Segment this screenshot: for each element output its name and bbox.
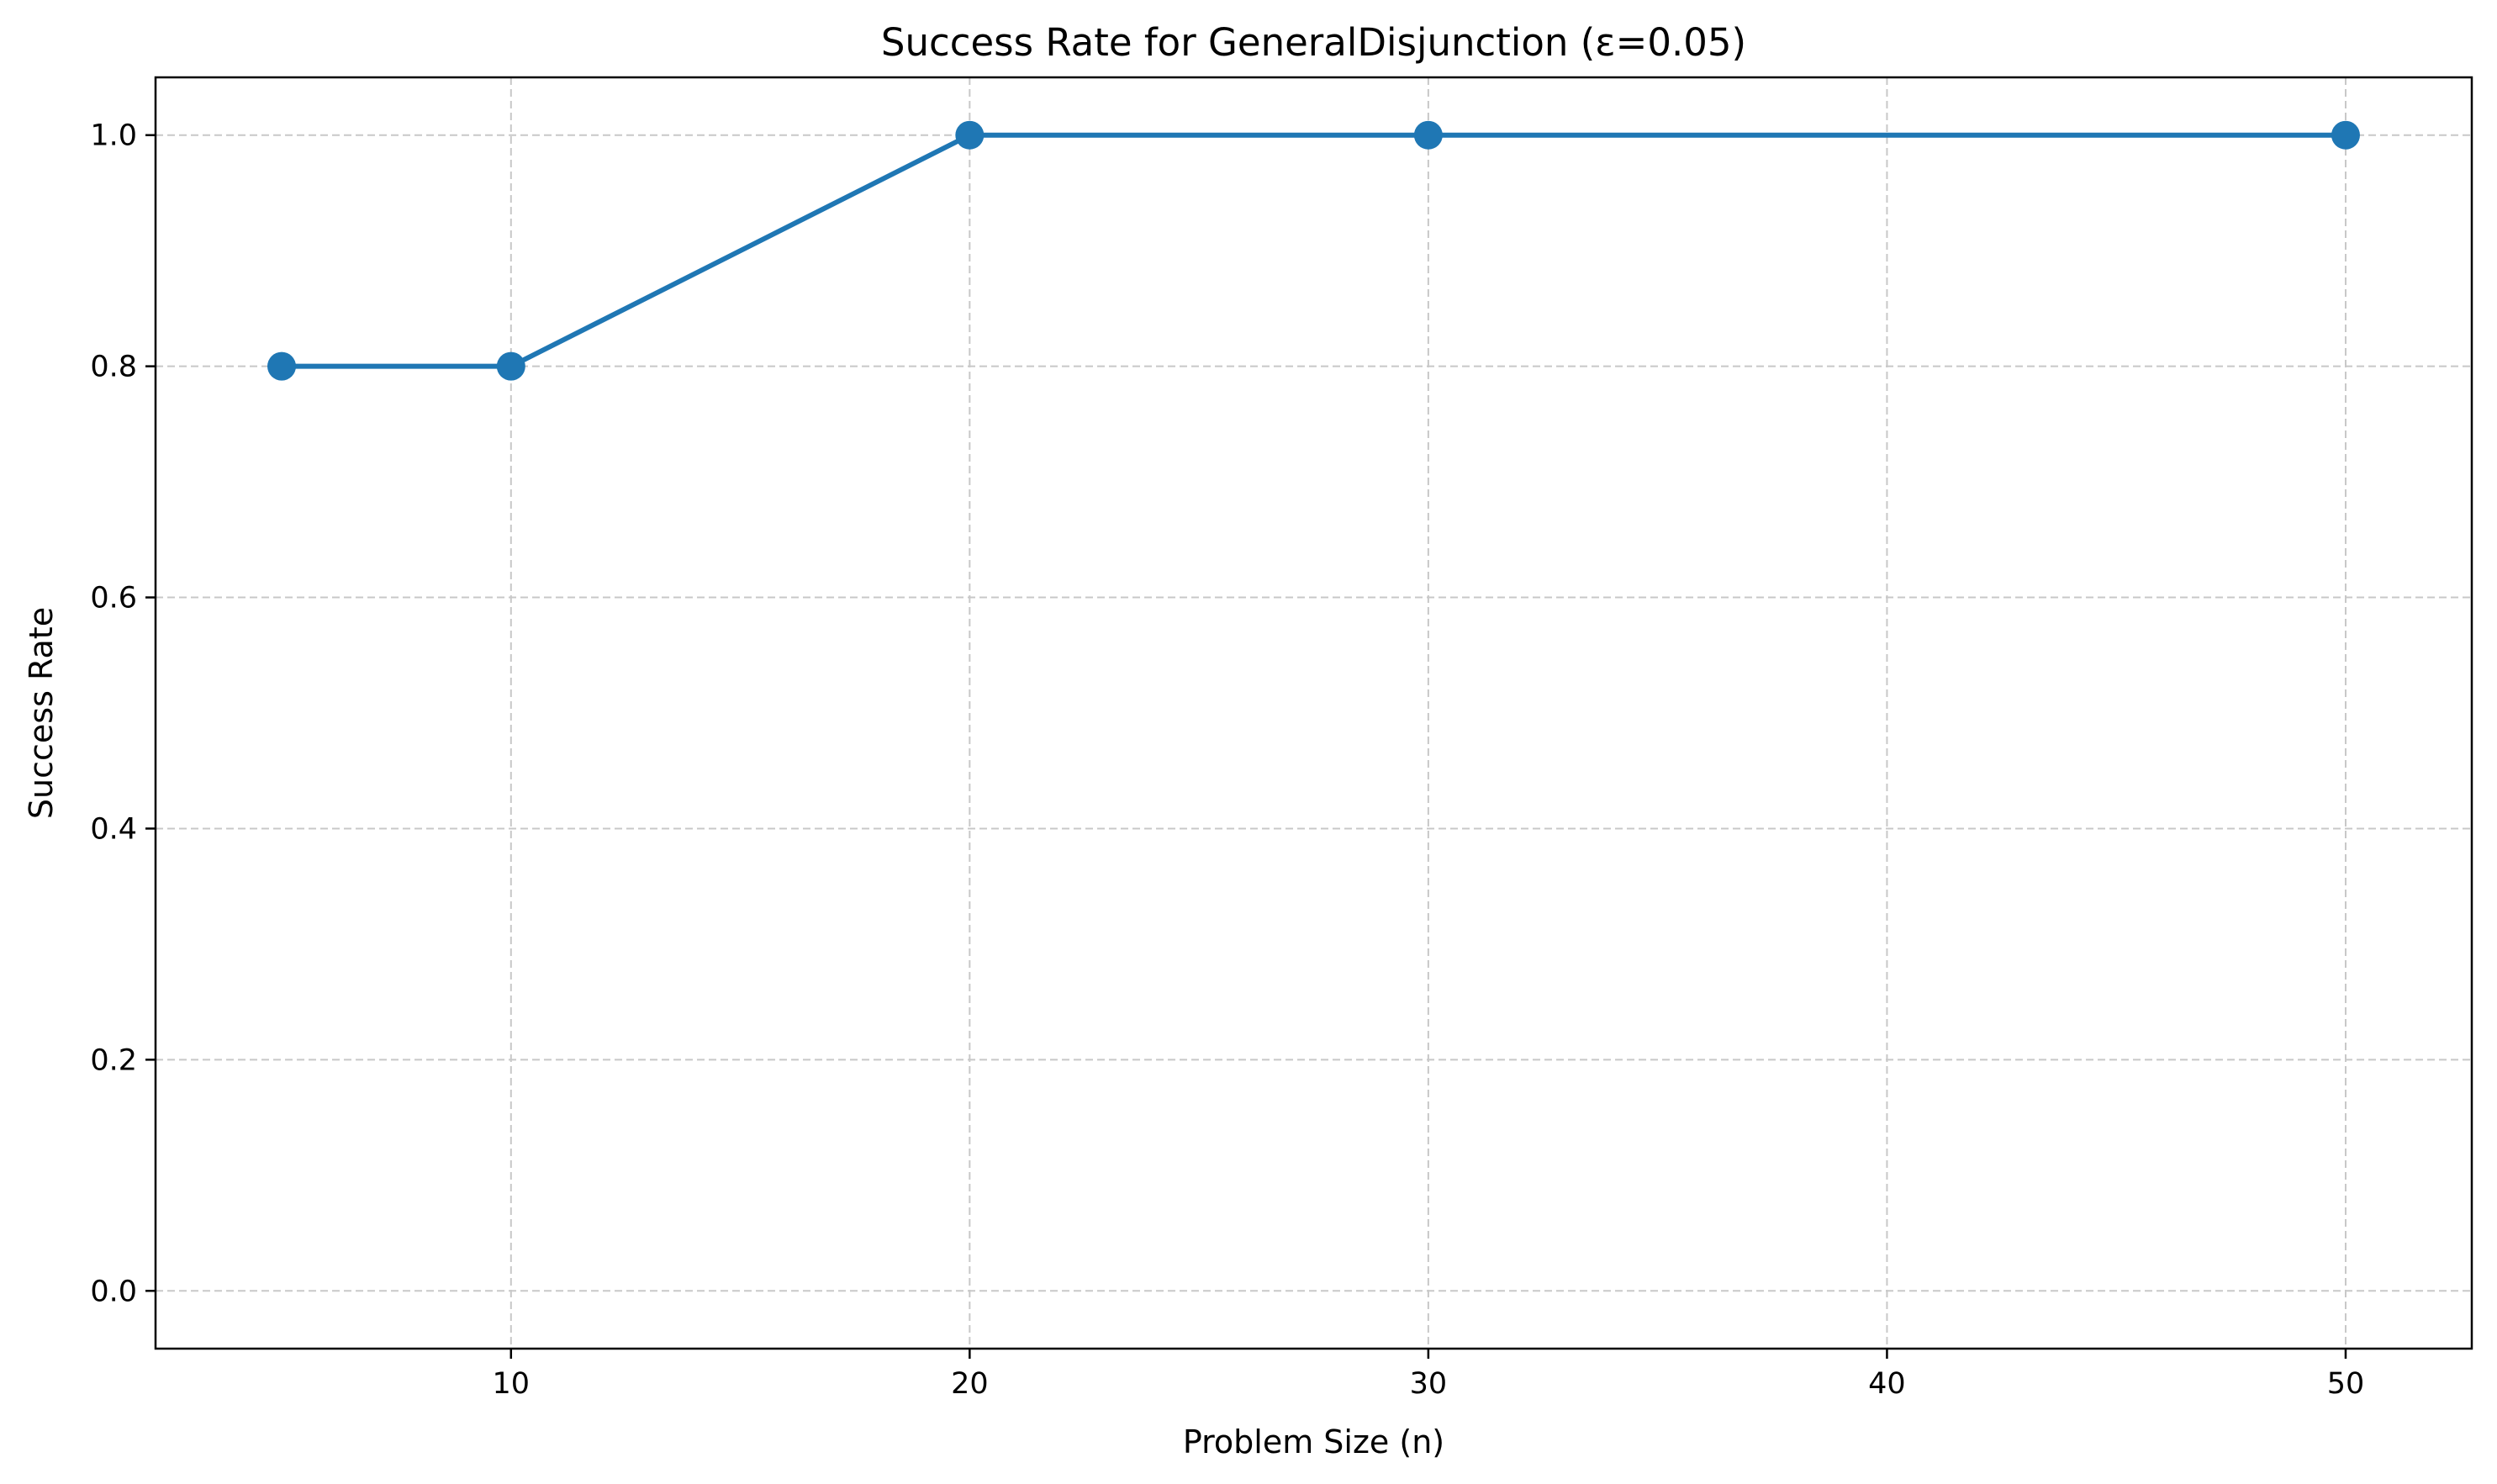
y-tick-label: 0.8 (90, 351, 137, 384)
y-tick-label: 0.6 (90, 582, 137, 615)
x-tick-label: 10 (493, 1367, 531, 1401)
y-tick-label: 1.0 (90, 119, 137, 153)
x-tick-label: 50 (2327, 1367, 2365, 1401)
x-tick-label: 30 (1410, 1367, 1448, 1401)
data-point-marker (955, 120, 985, 150)
axis-ticks: 10 20 30 40 50 0.0 0.2 0.4 0.6 0.8 1.0 (90, 119, 2364, 1401)
x-tick-label: 40 (1868, 1367, 1906, 1401)
y-tick-label: 0.2 (90, 1043, 137, 1077)
y-tick-label: 0.4 (90, 812, 137, 846)
chart-title: Success Rate for GeneralDisjunction (ε=0… (881, 20, 1746, 65)
y-tick-label: 0.0 (90, 1275, 137, 1308)
x-tick-label: 20 (951, 1367, 989, 1401)
data-point-marker (1413, 120, 1443, 150)
data-point-marker (2331, 120, 2360, 150)
data-point-marker (267, 351, 297, 381)
series-layer (267, 120, 2360, 381)
plot-area-frame (154, 76, 2473, 1350)
x-axis-label: Problem Size (n) (1183, 1423, 1444, 1460)
y-axis-label: Success Rate (23, 607, 60, 819)
data-point-marker (496, 351, 525, 381)
